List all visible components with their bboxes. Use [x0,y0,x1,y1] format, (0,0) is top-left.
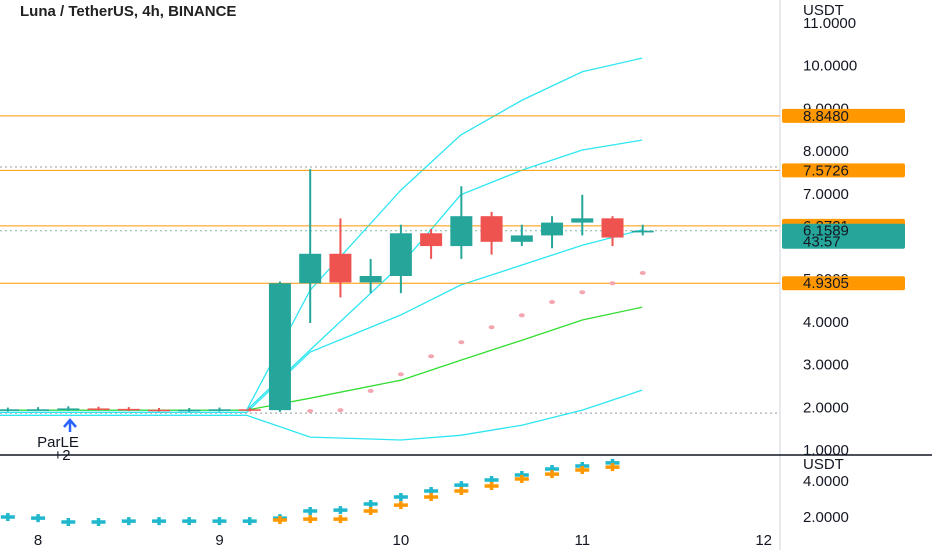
candle-body [208,409,231,411]
cross-mark [484,481,499,490]
candle-body [178,409,201,412]
cross-mark [363,507,378,516]
cross-mark [61,518,76,527]
cross-mark [575,465,590,474]
sar-dot [428,354,435,359]
level-tag [782,108,905,123]
sar-dot [488,325,495,330]
cross-mark [182,517,197,526]
cross-mark [514,474,529,483]
axis-unit: USDT [803,456,844,473]
last-price-label: 6.1589 [803,223,849,240]
cross-mark [152,517,167,526]
last-price-tag [782,223,905,249]
candle-body [420,233,443,247]
cross-mark [424,492,439,501]
y-tick-label: 10.0000 [803,58,857,75]
lower-pane: 8 9 10 11 12 [0,458,772,549]
candle-body [268,283,291,411]
axis-unit: USDT [803,2,844,19]
countdown: 43:57 [803,234,841,251]
x-tick-label: 11 [574,532,590,549]
sar-dot [397,372,404,377]
candle-body [541,222,564,236]
y-tick-label: 3.0000 [803,357,849,374]
y-tick-label: 11.0000 [803,15,856,32]
sar-dot [367,388,374,393]
cross-mark [31,514,46,523]
cross-mark [333,506,348,515]
cross-mark [0,512,15,521]
x-tick-label: 8 [34,532,42,549]
candle-body [631,230,654,233]
candle-body [571,218,594,223]
level-label: 4.9305 [803,275,849,292]
sar-dot [518,313,525,318]
cross-mark [212,517,227,526]
candle-body [329,253,352,283]
x-tick-label: 9 [215,532,223,549]
y-tick-label: 7.0000 [803,186,849,203]
sar-dot [458,340,465,345]
cross-mark [393,492,408,501]
level-tag [782,276,905,291]
cross-mark [545,470,560,479]
cross-mark [303,515,318,524]
level-label: 8.8480 [803,108,849,125]
cross-mark [363,500,378,509]
chart-title: Luna / TetherUS, 4h, BINANCE [20,3,236,20]
cross-mark [121,517,136,526]
candle-body [148,409,171,412]
y-tick-label: 2.0000 [803,509,849,526]
band-line [0,229,643,413]
candle-body [87,408,110,410]
y-tick-label: 4.0000 [803,473,849,490]
candle-body [480,216,503,242]
price-axis: 11.000010.00009.00008.00007.00006.00005.… [782,15,905,526]
cross-mark [91,518,106,527]
signal-arrow [63,418,77,432]
band-line [0,389,643,441]
y-tick-label: 4.0000 [803,314,849,331]
sar-dot [549,300,556,305]
x-tick-label: 12 [755,532,772,549]
y-tick-label: 1.0000 [803,442,849,459]
cross-mark [303,507,318,516]
x-tick-label: 10 [393,532,410,549]
level-tag [782,163,905,178]
sar-dot [639,271,646,275]
sar-dot [579,290,586,295]
candle-body [299,253,322,284]
annotation: ParLE [37,434,79,451]
sar-dot [307,408,314,413]
candle-body [238,409,261,411]
annotation: +2 [53,447,70,464]
cross-mark [333,515,348,524]
level-label: 7.5726 [803,162,849,179]
cross-mark [393,501,408,510]
y-tick-label: 2.0000 [803,399,849,416]
candle-body [601,218,624,238]
candle-body [450,216,473,247]
candle-body [389,233,412,276]
cross-mark [454,487,469,496]
candle-body [57,408,80,410]
y-tick-label: 8.0000 [803,143,849,160]
candle-body [27,409,50,411]
cross-mark [272,516,287,525]
band-line [0,57,643,411]
band-line [0,306,643,411]
sar-dot [609,281,616,286]
sar-dot [337,408,344,413]
candle-body [359,275,382,283]
main-pane [0,57,780,441]
candle-body [0,409,19,411]
cross-mark [242,517,257,526]
cross-mark [605,463,620,472]
candle-body [117,408,140,411]
candle-body [510,235,533,242]
